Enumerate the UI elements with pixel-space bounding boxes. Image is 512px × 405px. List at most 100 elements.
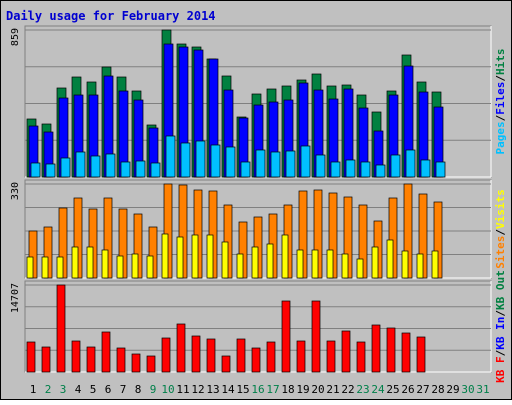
legend-separator: /	[494, 310, 507, 317]
bar-pages-day-12	[195, 140, 206, 178]
day-label-30: 30	[461, 383, 474, 396]
bar-kb-f-day-20	[311, 300, 321, 373]
bar-pages-day-6	[105, 153, 116, 178]
bar-visits-day-22	[341, 253, 349, 279]
bar-visits-day-11	[176, 236, 184, 279]
day-label-10: 10	[161, 383, 174, 396]
bar-kb-f-day-5	[86, 346, 96, 373]
bar-kb-f-day-18	[281, 300, 291, 373]
bar-kb-f-day-11	[176, 323, 186, 373]
day-label-4: 4	[75, 383, 82, 396]
legend-separator: /	[494, 75, 507, 82]
day-label-16: 16	[251, 383, 264, 396]
day-label-19: 19	[296, 383, 309, 396]
day-labels: 1 2 3 4 5 6 7 8 9 10 11 12 13 14 15 16 17 18 19 20 21 22 23 24 2…	[30, 383, 490, 396]
bar-pages-day-27	[420, 159, 431, 178]
bar-pages-day-25	[390, 154, 401, 178]
bar-pages-day-2	[45, 163, 56, 178]
bar-pages-day-1	[30, 162, 41, 178]
day-label-23: 23	[356, 383, 369, 396]
bar-kb-f-day-17	[266, 341, 276, 373]
bar-visits-day-26	[401, 250, 409, 279]
day-label-2: 2	[45, 383, 52, 396]
bar-kb-f-day-7	[116, 347, 126, 373]
bar-pages-day-7	[120, 161, 131, 178]
bar-pages-day-22	[345, 159, 356, 178]
bar-pages-day-3	[60, 157, 71, 178]
day-label-8: 8	[135, 383, 142, 396]
bar-kb-f-day-22	[341, 330, 351, 373]
panel-visits-sites: 330 Sites/Visits	[10, 179, 507, 279]
bar-visits-day-16	[251, 246, 259, 279]
bar-pages-day-28	[435, 161, 446, 178]
day-label-14: 14	[221, 383, 235, 396]
y-max-label: 330	[10, 182, 21, 200]
bar-visits-day-19	[296, 249, 304, 279]
bar-kb-f-day-6	[101, 331, 111, 373]
legend-pages: Pages	[494, 121, 507, 154]
day-label-21: 21	[326, 383, 339, 396]
bar-visits-day-28	[431, 250, 439, 279]
bar-visits-day-6	[101, 249, 109, 279]
bar-pages-day-21	[330, 161, 341, 178]
panel-legend: KB F/KB In/KB Out	[494, 270, 507, 383]
bar-visits-day-15	[236, 253, 244, 279]
bar-pages-day-10	[165, 135, 176, 178]
bar-kb-f-day-26	[401, 332, 411, 373]
y-max-label: 859	[10, 28, 21, 46]
day-label-11: 11	[176, 383, 189, 396]
bar-kb-f-day-21	[326, 340, 336, 373]
day-label-15: 15	[236, 383, 249, 396]
day-label-12: 12	[191, 383, 204, 396]
bar-kb-f-day-9	[146, 355, 156, 373]
bar-visits-day-24	[371, 246, 379, 279]
bar-visits-day-13	[206, 234, 214, 279]
bar-kb-f-day-2	[41, 346, 51, 373]
bar-pages-day-4	[75, 151, 86, 178]
day-label-20: 20	[311, 383, 324, 396]
bar-visits-day-25	[386, 239, 394, 279]
bar-pages-day-24	[375, 164, 386, 178]
bar-pages-day-8	[135, 160, 146, 178]
day-label-1: 1	[30, 383, 37, 396]
bar-visits-day-12	[191, 234, 199, 279]
bar-kb-f-day-8	[131, 353, 141, 373]
legend-files: Files	[494, 82, 507, 115]
bar-kb-f-day-3	[56, 284, 66, 373]
bar-visits-day-10	[161, 233, 169, 279]
legend-visits: Visits	[494, 189, 507, 229]
bar-kb-f-day-10	[161, 337, 171, 373]
chart-panels: 859Pages/Files/Hits330Sites/Visits14707K…	[10, 25, 507, 383]
bar-pages-day-13	[210, 144, 221, 178]
bar-visits-day-20	[311, 249, 319, 279]
bar-kb-f-day-14	[221, 355, 231, 373]
bar-visits-day-23	[356, 258, 364, 279]
bar-kb-f-day-1	[26, 341, 36, 373]
bar-pages-day-15	[240, 161, 251, 178]
bar-pages-day-17	[270, 151, 281, 178]
bar-pages-day-14	[225, 146, 236, 178]
bar-pages-day-26	[405, 149, 416, 178]
legend-kb-in: KB In	[494, 317, 507, 350]
bar-pages-day-18	[285, 150, 296, 178]
bar-kb-f-day-23	[356, 341, 366, 373]
panel-legend: Sites/Visits	[494, 189, 507, 269]
day-label-24: 24	[371, 383, 385, 396]
bar-visits-day-1	[26, 256, 34, 279]
legend-kb-out: KB Out	[494, 270, 507, 310]
bar-visits-day-8	[131, 253, 139, 279]
day-label-18: 18	[281, 383, 294, 396]
day-label-22: 22	[341, 383, 354, 396]
bar-visits-day-18	[281, 234, 289, 279]
bar-kb-f-day-25	[386, 327, 396, 373]
bar-pages-day-19	[300, 145, 311, 178]
bar-visits-day-27	[416, 253, 424, 279]
bar-visits-day-14	[221, 241, 229, 279]
y-max-label: 14707	[10, 283, 21, 313]
legend-kb-f: KB F	[494, 356, 507, 383]
day-label-28: 28	[431, 383, 444, 396]
bar-pages-day-5	[90, 155, 101, 178]
day-label-3: 3	[60, 383, 67, 396]
bar-pages-day-23	[360, 161, 371, 178]
